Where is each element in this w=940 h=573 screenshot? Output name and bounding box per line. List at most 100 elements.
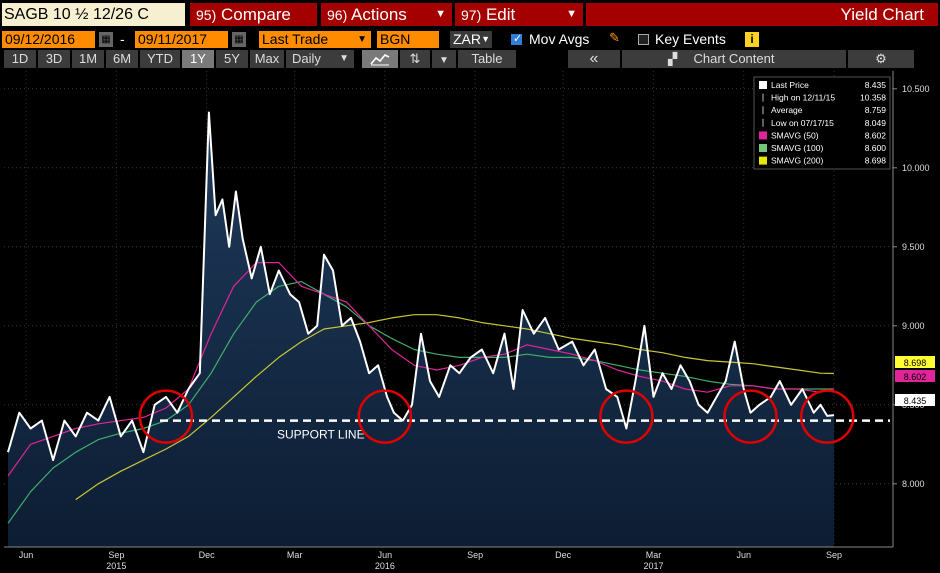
legend-value: 10.358 <box>860 93 886 103</box>
series-line-price <box>7 111 835 462</box>
date-controls: 09/12/2016 ▦ - 09/11/2017 ▦ Last Trade ▼… <box>0 29 940 49</box>
y-tick-label: 8.000 <box>902 479 925 489</box>
field-value: Last Trade <box>262 31 329 47</box>
y-tick-label: 10.000 <box>902 163 930 173</box>
end-date-input[interactable]: 09/11/2017 <box>135 31 228 48</box>
period-1y-button[interactable]: 1Y <box>182 50 214 68</box>
support-line-label: SUPPORT LINE <box>277 428 365 442</box>
y-tick-label: 9.500 <box>902 242 925 252</box>
legend-value: 8.602 <box>865 130 887 140</box>
legend-label: SMAVG (100) <box>771 143 823 153</box>
y-tick-label: 9.000 <box>902 321 925 331</box>
period-5y-button[interactable]: 5Y <box>216 50 248 68</box>
key-events-label: Key Events <box>655 31 726 47</box>
end-date-value: 09/11/2017 <box>138 31 208 47</box>
legend-swatch <box>759 144 767 152</box>
x-year-label: 2015 <box>106 561 126 571</box>
source-input[interactable]: BGN <box>377 31 439 48</box>
edit-number: 97) <box>461 7 482 23</box>
period-max-button[interactable]: Max <box>250 50 284 68</box>
currency-select[interactable]: ZAR ▼ <box>450 31 492 48</box>
legend-label: Average <box>771 105 803 115</box>
chevron-down-icon[interactable]: ▼ <box>432 50 456 68</box>
mov-avgs-checkbox[interactable]: ✓ <box>511 33 523 45</box>
last-value-text: 8.698 <box>904 358 927 368</box>
pencil-icon[interactable]: ✎ <box>609 30 620 45</box>
chart-content-label: Chart Content <box>693 51 775 66</box>
x-tick-label: Mar <box>287 550 303 560</box>
start-date-input[interactable]: 09/12/2016 <box>2 31 95 48</box>
yield-chart: SUPPORT LINE 8.0008.5009.0009.50010.0001… <box>4 71 935 571</box>
legend-swatch <box>759 131 767 140</box>
source-value: BGN <box>380 31 411 47</box>
x-tick-label: Jun <box>736 550 751 560</box>
collapse-icon[interactable]: « <box>568 50 620 68</box>
field-select[interactable]: Last Trade ▼ <box>259 31 371 48</box>
frequency-select[interactable]: Daily ▼ <box>286 50 354 68</box>
key-events-checkbox[interactable] <box>638 34 649 45</box>
chevron-down-icon: ▼ <box>339 53 349 64</box>
x-tick-label: Jun <box>378 550 393 560</box>
title-toolbar: SAGB 10 ½ 12/26 C 95) Compare 96) Action… <box>0 0 940 29</box>
last-value-text: 8.435 <box>904 396 927 406</box>
line-chart-icon[interactable] <box>362 50 398 68</box>
support-touch-circle <box>138 389 194 444</box>
calendar-icon[interactable]: ▦ <box>99 32 113 47</box>
indicators-icon[interactable]: ⇅ <box>400 50 430 68</box>
frequency-value: Daily <box>292 51 321 66</box>
table-button[interactable]: Table <box>458 50 516 68</box>
legend-label: Low on 07/17/15 <box>771 118 834 128</box>
info-icon[interactable]: i <box>745 32 759 47</box>
x-tick-label: Dec <box>199 550 216 560</box>
x-tick-label: Dec <box>555 550 572 560</box>
last-value-tag <box>895 394 935 406</box>
legend-value: 8.759 <box>865 105 887 115</box>
x-tick-label: Sep <box>826 550 842 560</box>
x-tick-label: Sep <box>108 550 124 560</box>
support-touch-circles <box>138 389 855 444</box>
ticker-field[interactable]: SAGB 10 ½ 12/26 C <box>2 3 185 26</box>
window-title-text: Yield Chart <box>840 5 924 24</box>
legend-swatch <box>759 156 767 165</box>
period-3d-button[interactable]: 3D <box>38 50 70 68</box>
calendar-icon[interactable]: ▦ <box>232 32 246 47</box>
chart-settings-icon: ▞ <box>668 52 678 66</box>
legend-label: Last Price <box>771 80 809 90</box>
legend-value: 8.435 <box>865 80 887 90</box>
period-ytd-button[interactable]: YTD <box>140 50 180 68</box>
legend-swatch <box>759 81 767 89</box>
x-year-label: 2017 <box>643 561 663 571</box>
mov-avgs-label: Mov Avgs <box>529 31 590 47</box>
window-title: Yield Chart <box>586 3 938 26</box>
period-1d-button[interactable]: 1D <box>4 50 36 68</box>
series-line-sma100 <box>7 281 834 524</box>
compare-button[interactable]: 95) Compare <box>190 3 317 26</box>
support-touch-circle <box>799 389 855 444</box>
support-touch-circle <box>599 389 654 444</box>
legend-label: High on 12/11/15 <box>771 93 835 103</box>
support-touch-circle <box>723 389 778 444</box>
compare-label: Compare <box>220 5 291 24</box>
x-tick-label: Sep <box>467 550 483 560</box>
legend-value: 8.049 <box>865 118 887 128</box>
edit-label: Edit <box>485 5 516 24</box>
series-lines <box>7 111 835 524</box>
chart-content-button[interactable]: ▞ Chart Content <box>622 50 846 68</box>
check-icon: ✓ <box>513 33 523 45</box>
x-year-label: 2016 <box>375 561 395 571</box>
chevron-down-icon: ▼ <box>357 34 367 45</box>
period-6m-button[interactable]: 6M <box>106 50 138 68</box>
gear-icon[interactable]: ⚙ <box>848 50 914 68</box>
start-date-value: 09/12/2016 <box>5 31 76 47</box>
x-tick-label: Mar <box>646 550 662 560</box>
period-1m-button[interactable]: 1M <box>72 50 104 68</box>
actions-button[interactable]: 96) Actions ▼ <box>321 3 452 26</box>
y-tick-label: 10.500 <box>902 84 930 94</box>
edit-button[interactable]: 97) Edit ▼ <box>455 3 583 26</box>
series-line-sma50 <box>7 262 835 477</box>
date-separator: - <box>120 31 125 47</box>
chevron-down-icon: ▼ <box>481 34 490 44</box>
actions-number: 96) <box>327 7 348 23</box>
last-value-tag <box>895 370 935 382</box>
